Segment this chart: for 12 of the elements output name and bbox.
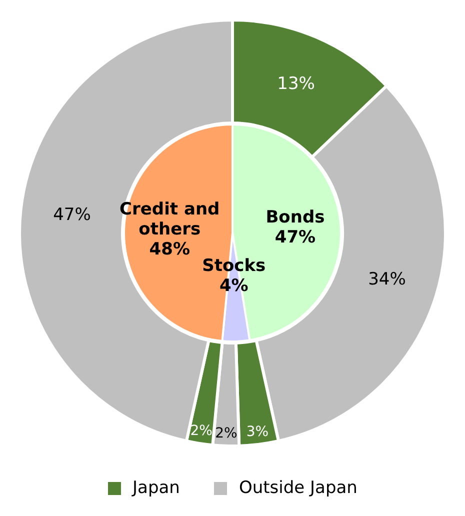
data-label: 34% <box>368 269 406 290</box>
data-label: 48% <box>149 239 190 260</box>
data-label: 3% <box>246 424 269 440</box>
data-label: 47% <box>274 227 316 248</box>
text: Japan <box>132 478 180 498</box>
data-label: 2% <box>215 426 238 442</box>
text: Outside Japan <box>238 478 358 498</box>
slice-label: Bonds <box>266 207 325 228</box>
data-label: 2% <box>190 423 212 440</box>
data-label: 13% <box>277 74 315 94</box>
slice-label: Stocks <box>202 256 266 276</box>
data-label: 47% <box>53 204 91 225</box>
